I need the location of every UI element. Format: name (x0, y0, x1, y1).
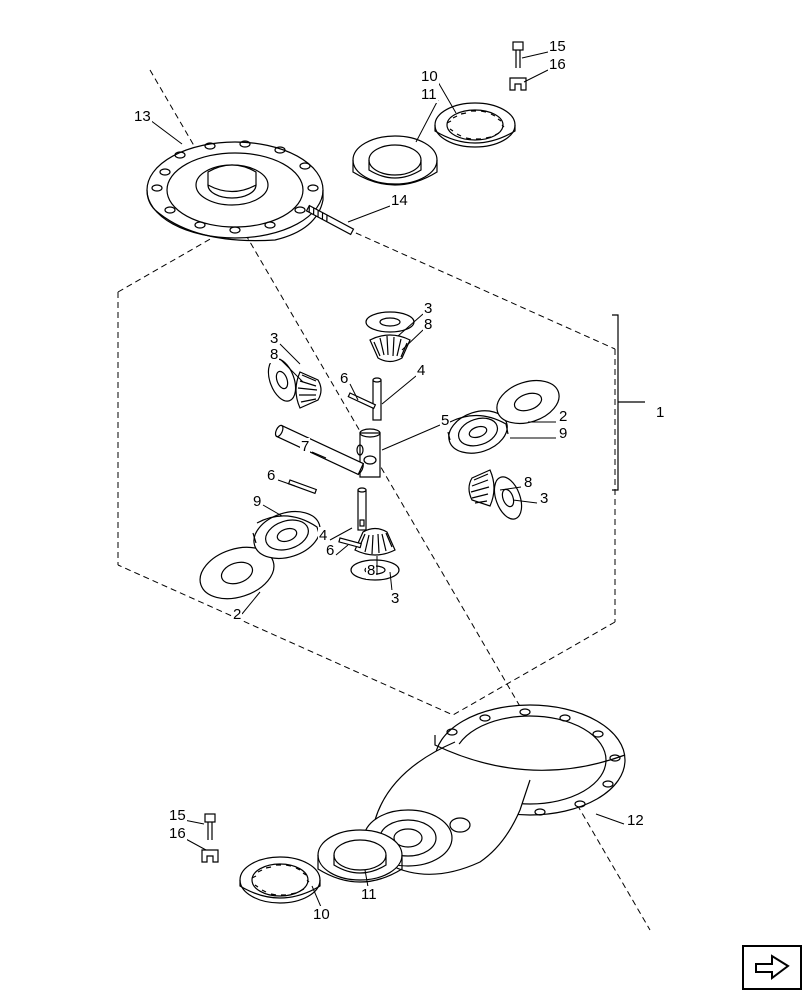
exploded-diagram-svg: .pl { fill: none; stroke: #000; stroke-w… (0, 0, 812, 1000)
part-10-upper-ring (435, 103, 515, 147)
arrow-right-icon (752, 954, 792, 982)
part-11-lower-bearing (318, 830, 402, 882)
part-15-16-lower (202, 814, 218, 862)
label-15a: 15 (548, 38, 567, 55)
label-6c: 6 (325, 542, 335, 559)
part-3-8-right (469, 470, 527, 523)
assembly-bracket (612, 315, 645, 490)
part-12-housing (364, 705, 625, 874)
label-3b: 3 (269, 330, 279, 347)
part-10-lower-ring (240, 857, 320, 903)
part-3-8-left (263, 355, 321, 408)
label-5: 5 (440, 412, 450, 429)
label-2a: 2 (558, 408, 568, 425)
label-9b: 9 (252, 493, 262, 510)
label-6b: 6 (266, 467, 276, 484)
label-8b: 8 (269, 346, 279, 363)
label-9a: 9 (558, 425, 568, 442)
part-13-flange (147, 141, 323, 241)
label-4a: 4 (416, 362, 426, 379)
label-16b: 16 (168, 825, 187, 842)
label-8d: 8 (366, 562, 376, 579)
label-10b: 10 (312, 906, 331, 923)
part-15-16-upper (510, 42, 526, 90)
part-7-shaft (274, 424, 365, 475)
label-10a: 10 (420, 68, 439, 85)
label-14: 14 (390, 192, 409, 209)
part-4-pin-lower (358, 488, 366, 530)
part-4-pin-upper (373, 378, 381, 420)
label-13: 13 (133, 108, 152, 125)
label-11a: 11 (420, 86, 438, 103)
label-7: 7 (300, 438, 310, 455)
label-15b: 15 (168, 807, 187, 824)
part-3-8-top (366, 312, 414, 362)
label-12: 12 (626, 812, 645, 829)
label-11b: 11 (360, 886, 378, 903)
part-11-upper-bearing (353, 136, 437, 185)
label-6a: 6 (339, 370, 349, 387)
label-16a: 16 (548, 56, 567, 73)
label-1: 1 (655, 404, 665, 421)
label-8a: 8 (423, 316, 433, 333)
label-8c: 8 (523, 474, 533, 491)
part-2-9-right (443, 373, 564, 460)
label-3d: 3 (390, 590, 400, 607)
label-3c: 3 (539, 490, 549, 507)
next-page-button[interactable] (742, 945, 802, 990)
label-3a: 3 (423, 300, 433, 317)
label-2b: 2 (232, 606, 242, 623)
